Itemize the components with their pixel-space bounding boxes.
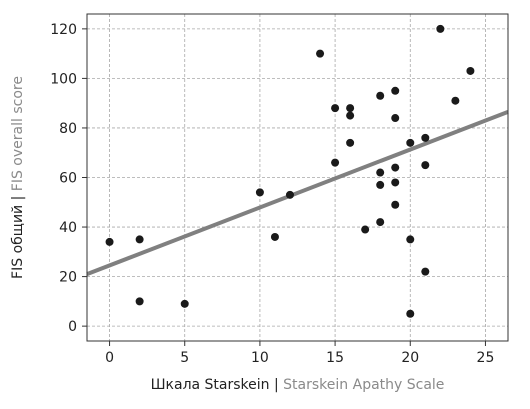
- y-axis-label-main: FIS общий: [10, 205, 26, 279]
- data-point: [406, 309, 415, 318]
- data-point: [391, 163, 400, 172]
- y-axis-ticks: 0 20 40 60 80 100 120: [50, 22, 87, 335]
- y-tick-label: 120: [50, 22, 77, 38]
- data-point: [376, 218, 385, 227]
- y-tick-label: 40: [59, 220, 77, 236]
- data-point: [391, 86, 400, 95]
- x-axis-label-main: Шкала Starskein: [151, 377, 270, 393]
- x-tick-label: 0: [105, 350, 114, 366]
- x-tick-label: 5: [180, 350, 189, 366]
- data-point: [285, 190, 294, 199]
- data-point: [331, 104, 340, 113]
- data-point: [105, 237, 114, 246]
- x-tick-label: 10: [251, 350, 269, 366]
- data-point: [421, 161, 430, 170]
- trendline-layer: [86, 109, 509, 276]
- x-axis-label: Шкала Starskein | Starskein Apathy Scale: [151, 377, 445, 393]
- data-point: [346, 111, 355, 120]
- data-points: [105, 24, 475, 318]
- data-point: [316, 49, 325, 58]
- data-point: [436, 24, 445, 33]
- data-point: [361, 225, 370, 234]
- data-point: [376, 180, 385, 189]
- x-tick-label: 25: [477, 350, 495, 366]
- data-point: [180, 299, 189, 308]
- data-point: [391, 178, 400, 187]
- y-tick-label: 100: [50, 71, 77, 87]
- data-point: [466, 66, 475, 75]
- data-point: [421, 133, 430, 142]
- grid: [87, 14, 508, 341]
- x-axis-ticks: 0 5 10 15 20 25: [105, 341, 494, 366]
- x-tick-label: 15: [326, 350, 344, 366]
- data-point: [270, 232, 279, 241]
- data-point: [331, 158, 340, 167]
- data-point: [346, 138, 355, 147]
- data-point: [376, 91, 385, 100]
- x-axis-label-sub: Starskein Apathy Scale: [283, 377, 444, 393]
- data-point: [451, 96, 460, 105]
- data-point: [421, 267, 430, 276]
- y-tick-label: 20: [59, 270, 77, 286]
- y-axis-label-sub: FIS overall score: [10, 76, 26, 191]
- trendline: [86, 109, 509, 276]
- y-axis-label-separator: |: [10, 191, 26, 205]
- x-tick-label: 20: [401, 350, 419, 366]
- data-point: [391, 114, 400, 123]
- y-tick-label: 60: [59, 171, 77, 187]
- x-axis-label-separator: |: [270, 377, 284, 393]
- y-tick-label: 0: [68, 319, 77, 335]
- data-point: [391, 200, 400, 209]
- data-point: [406, 235, 415, 244]
- data-point: [406, 138, 415, 147]
- data-point: [135, 297, 144, 306]
- y-tick-label: 80: [59, 121, 77, 137]
- data-point: [135, 235, 144, 244]
- data-point: [376, 168, 385, 177]
- data-point: [255, 188, 264, 197]
- data-point: [346, 104, 355, 113]
- y-axis-label: FIS общий | FIS overall score: [10, 76, 26, 279]
